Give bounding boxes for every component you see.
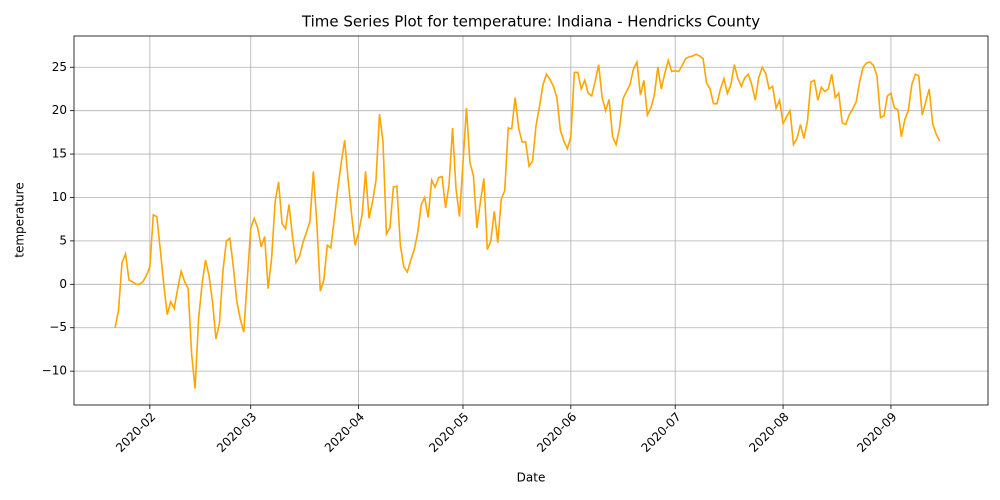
y-axis-label: temperature	[13, 182, 27, 257]
y-tick-label: −10	[42, 364, 67, 378]
x-tick-label: 2020-02	[113, 410, 158, 455]
y-tick-label: −5	[49, 320, 67, 334]
chart-title: Time Series Plot for temperature: Indian…	[301, 13, 760, 31]
plot-frame	[73, 35, 989, 406]
x-tick-label: 2020-09	[854, 410, 899, 455]
y-tick-label: 0	[59, 277, 67, 291]
y-tick-label: 20	[52, 103, 67, 117]
y-tick-label: 25	[52, 60, 67, 74]
x-tick-label: 2020-04	[322, 410, 367, 455]
x-axis-label: Date	[517, 471, 546, 485]
x-tick-label: 2020-08	[746, 410, 791, 455]
x-tick-label: 2020-05	[426, 410, 471, 455]
x-tick-label: 2020-07	[638, 410, 683, 455]
y-tick-label: 10	[52, 190, 67, 204]
y-tick-label: 5	[59, 233, 67, 247]
x-tick-label: 2020-06	[534, 410, 579, 455]
x-tick-label: 2020-03	[214, 410, 259, 455]
data-line	[114, 53, 941, 389]
y-tick-label: 15	[52, 147, 67, 161]
